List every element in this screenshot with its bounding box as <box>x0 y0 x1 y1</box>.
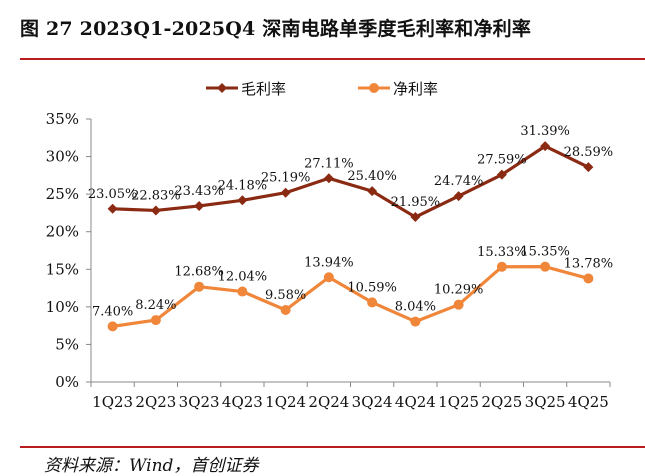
y-tick-label: 0% <box>55 373 79 391</box>
data-label: 31.39% <box>520 124 570 139</box>
data-label: 12.04% <box>218 270 268 285</box>
x-tick-label: 1Q23 <box>92 393 133 411</box>
x-tick-label: 2Q24 <box>308 393 349 411</box>
title-divider <box>20 58 645 60</box>
data-point-circle <box>453 299 464 310</box>
data-point-diamond <box>150 205 161 216</box>
legend-label: 毛利率 <box>241 80 286 98</box>
legend-item-net-margin: 净利率 <box>358 80 438 98</box>
x-tick-label: 2Q23 <box>135 393 176 411</box>
data-point-diamond <box>496 169 507 180</box>
data-point-circle <box>194 281 205 292</box>
data-label: 21.95% <box>391 195 441 210</box>
chart-title: 图 27 2023Q1-2025Q4 深南电路单季度毛利率和净利率 <box>20 18 532 40</box>
data-point-circle <box>369 83 379 93</box>
x-tick-label: 4Q25 <box>568 393 609 411</box>
data-point-circle <box>540 261 551 272</box>
y-tick-label: 35% <box>46 110 79 128</box>
y-tick-label: 10% <box>46 298 79 316</box>
legend-label: 净利率 <box>393 80 438 98</box>
line-chart: 0%5%10%15%20%25%30%35%1Q23 2Q23 3Q23 4Q23 1Q… <box>46 80 614 411</box>
series-gross-margin: 23.05%22.83%23.43%24.18%25.19%27.11%25.4… <box>88 124 614 223</box>
data-label: 22.83% <box>131 188 181 203</box>
x-tick-label: 1Q25 <box>438 393 479 411</box>
data-point-circle <box>280 305 291 316</box>
data-point-diamond <box>367 186 378 197</box>
data-label: 9.58% <box>265 288 306 303</box>
data-point-circle <box>496 261 507 272</box>
data-label: 24.18% <box>218 178 268 193</box>
x-tick-label: 4Q24 <box>395 393 436 411</box>
y-tick-label: 25% <box>46 185 79 203</box>
y-tick-label: 5% <box>55 335 79 353</box>
data-label: 23.43% <box>174 184 224 199</box>
source-note: 资料来源：Wind，首创证券 <box>44 456 259 476</box>
data-label: 25.40% <box>347 169 397 184</box>
data-point-diamond <box>540 141 551 152</box>
data-label: 13.78% <box>564 256 614 271</box>
x-tick-label: 4Q23 <box>222 393 263 411</box>
y-tick-label: 30% <box>46 148 79 166</box>
data-point-diamond <box>107 203 118 214</box>
data-label: 10.59% <box>347 280 397 295</box>
series-line <box>112 265 589 328</box>
x-tick-label: 2Q25 <box>481 393 522 411</box>
data-point-diamond <box>583 162 594 173</box>
data-label: 8.04% <box>395 300 436 315</box>
data-label: 28.59% <box>564 145 614 160</box>
data-point-diamond <box>410 212 421 223</box>
x-tick-label: 3Q24 <box>352 393 393 411</box>
data-label: 7.40% <box>92 304 133 319</box>
data-label: 27.11% <box>304 156 354 171</box>
y-tick-label: 15% <box>46 260 79 278</box>
x-tick-label: 3Q25 <box>525 393 566 411</box>
data-point-circle <box>150 315 161 326</box>
data-point-circle <box>367 297 378 308</box>
data-label: 10.29% <box>434 283 484 298</box>
data-label: 12.68% <box>174 265 224 280</box>
data-point-diamond <box>280 187 291 198</box>
data-point-diamond <box>194 200 205 211</box>
data-point-circle <box>583 273 594 284</box>
data-label: 25.19% <box>261 171 311 186</box>
series-net-margin: 7.40% 8.24% 12.68%12.04% 9.58% 13.94% 10.59% 8… <box>92 245 613 332</box>
data-label: 15.35% <box>520 245 570 260</box>
source-divider <box>20 446 645 448</box>
data-label: 27.59% <box>477 153 527 168</box>
data-label: 15.33% <box>477 245 527 260</box>
data-label: 23.05% <box>88 187 138 202</box>
data-point-diamond <box>237 195 248 206</box>
x-tick-label: 3Q23 <box>179 393 220 411</box>
data-point-diamond <box>453 191 464 202</box>
data-label: 24.74% <box>434 174 484 189</box>
legend-item-gross-margin: 毛利率 <box>206 80 286 98</box>
x-tick-label: 1Q24 <box>265 393 306 411</box>
data-point-diamond <box>217 83 227 93</box>
data-label: 8.24% <box>135 298 176 313</box>
data-point-circle <box>107 321 118 332</box>
data-point-diamond <box>323 173 334 184</box>
series-line <box>112 144 590 219</box>
y-tick-label: 20% <box>46 223 79 241</box>
data-point-circle <box>323 272 334 283</box>
data-point-circle <box>410 316 421 327</box>
data-label: 13.94% <box>304 255 354 270</box>
data-point-circle <box>237 286 248 297</box>
